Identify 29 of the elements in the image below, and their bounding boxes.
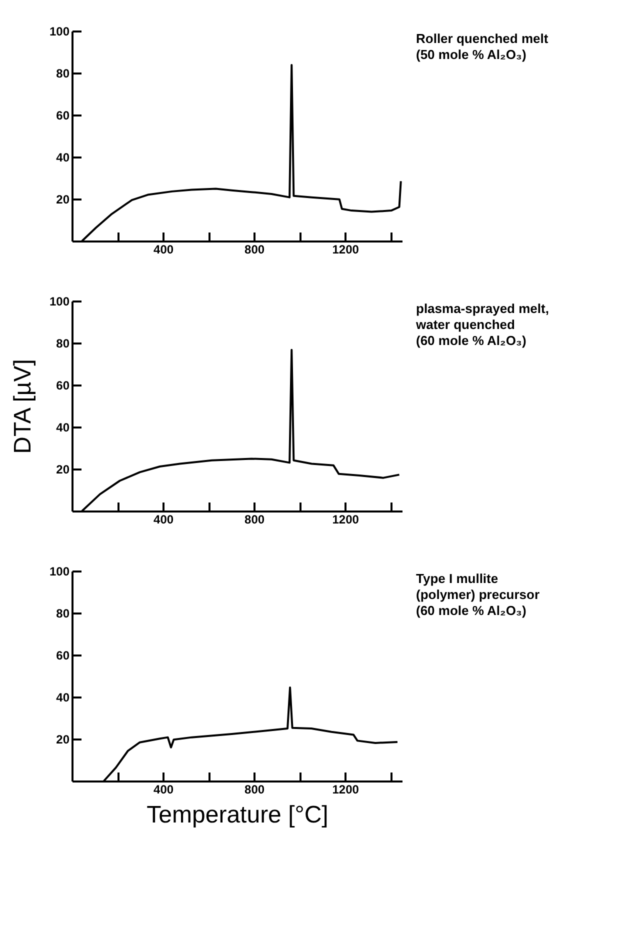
text: Type I mullite (polymer) precursor (60 mole % Al₂O₃) [416, 571, 540, 618]
y-tick-label: 60 [56, 378, 70, 392]
y-tick-label: 40 [56, 150, 70, 164]
x-tick-label: 800 [244, 242, 265, 256]
x-tick-label: 1200 [332, 782, 360, 796]
y-tick-label: 80 [56, 66, 70, 80]
x-tick-label: 400 [154, 242, 174, 256]
x-tick-label: 1200 [332, 512, 360, 526]
y-tick-label: 40 [56, 420, 70, 434]
y-tick-label: 100 [49, 294, 70, 308]
x-tick-label: 400 [154, 512, 174, 526]
y-tick-label: 80 [56, 336, 70, 350]
y-tick-label: 60 [56, 648, 70, 662]
x-axis-title: Temperature [°C] [146, 802, 328, 828]
x-tick-label: 400 [154, 782, 174, 796]
x-tick-label: 800 [244, 782, 265, 796]
y-tick-label: 60 [56, 108, 70, 122]
y-axis-title: DTA [µV] [9, 359, 36, 454]
y-tick-label: 20 [56, 732, 70, 746]
x-tick-label: 1200 [332, 242, 360, 256]
text: Roller quenched melt (50 mole % Al₂O₃) [416, 31, 549, 62]
y-tick-label: 20 [56, 462, 70, 476]
y-tick-label: 20 [56, 192, 70, 206]
y-tick-label: 100 [49, 24, 70, 38]
text: plasma-sprayed melt, water quenched (60 mole % Al₂O₃) [415, 301, 549, 348]
y-tick-label: 40 [56, 690, 70, 704]
x-tick-label: 800 [244, 512, 265, 526]
y-tick-label: 80 [56, 606, 70, 620]
y-tick-label: 100 [49, 564, 70, 578]
